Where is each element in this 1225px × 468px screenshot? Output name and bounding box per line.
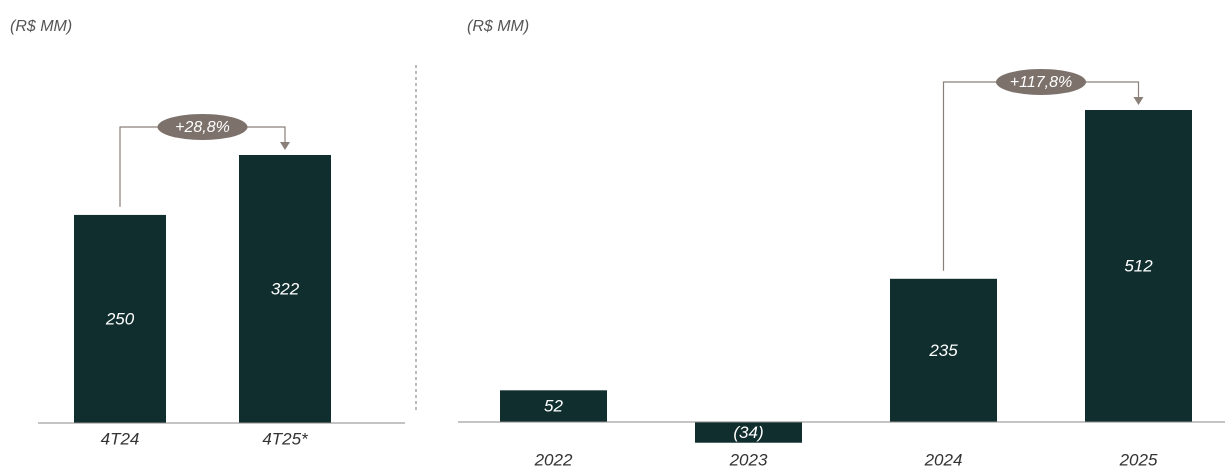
x-tick-label: 2023 xyxy=(729,450,768,468)
bar xyxy=(500,390,607,422)
bar xyxy=(1085,110,1192,422)
value-label: (34) xyxy=(733,423,763,442)
growth-pill xyxy=(157,114,248,140)
growth-label: +117,8% xyxy=(1010,74,1072,91)
value-label: 322 xyxy=(271,279,300,298)
x-tick-label: 2024 xyxy=(924,450,963,468)
unit-label: (R$ MM) xyxy=(10,18,72,35)
x-tick-label: 4T24 xyxy=(101,429,140,448)
value-label: 52 xyxy=(544,397,563,416)
value-label: 250 xyxy=(105,309,135,328)
arrow-head xyxy=(1133,97,1144,105)
arrow-head xyxy=(280,142,290,150)
unit-label: (R$ MM) xyxy=(467,18,529,35)
x-tick-label: 4T25* xyxy=(262,429,309,448)
x-tick-label: 2025 xyxy=(1119,450,1158,468)
growth-pill xyxy=(996,69,1086,95)
growth-label: +28,8% xyxy=(175,119,230,136)
bar xyxy=(890,278,997,422)
value-label: 235 xyxy=(928,341,958,360)
x-tick-label: 2022 xyxy=(534,450,573,468)
bar xyxy=(239,155,331,423)
bar xyxy=(74,214,166,423)
bar xyxy=(695,422,802,443)
value-label: 512 xyxy=(1124,256,1153,275)
